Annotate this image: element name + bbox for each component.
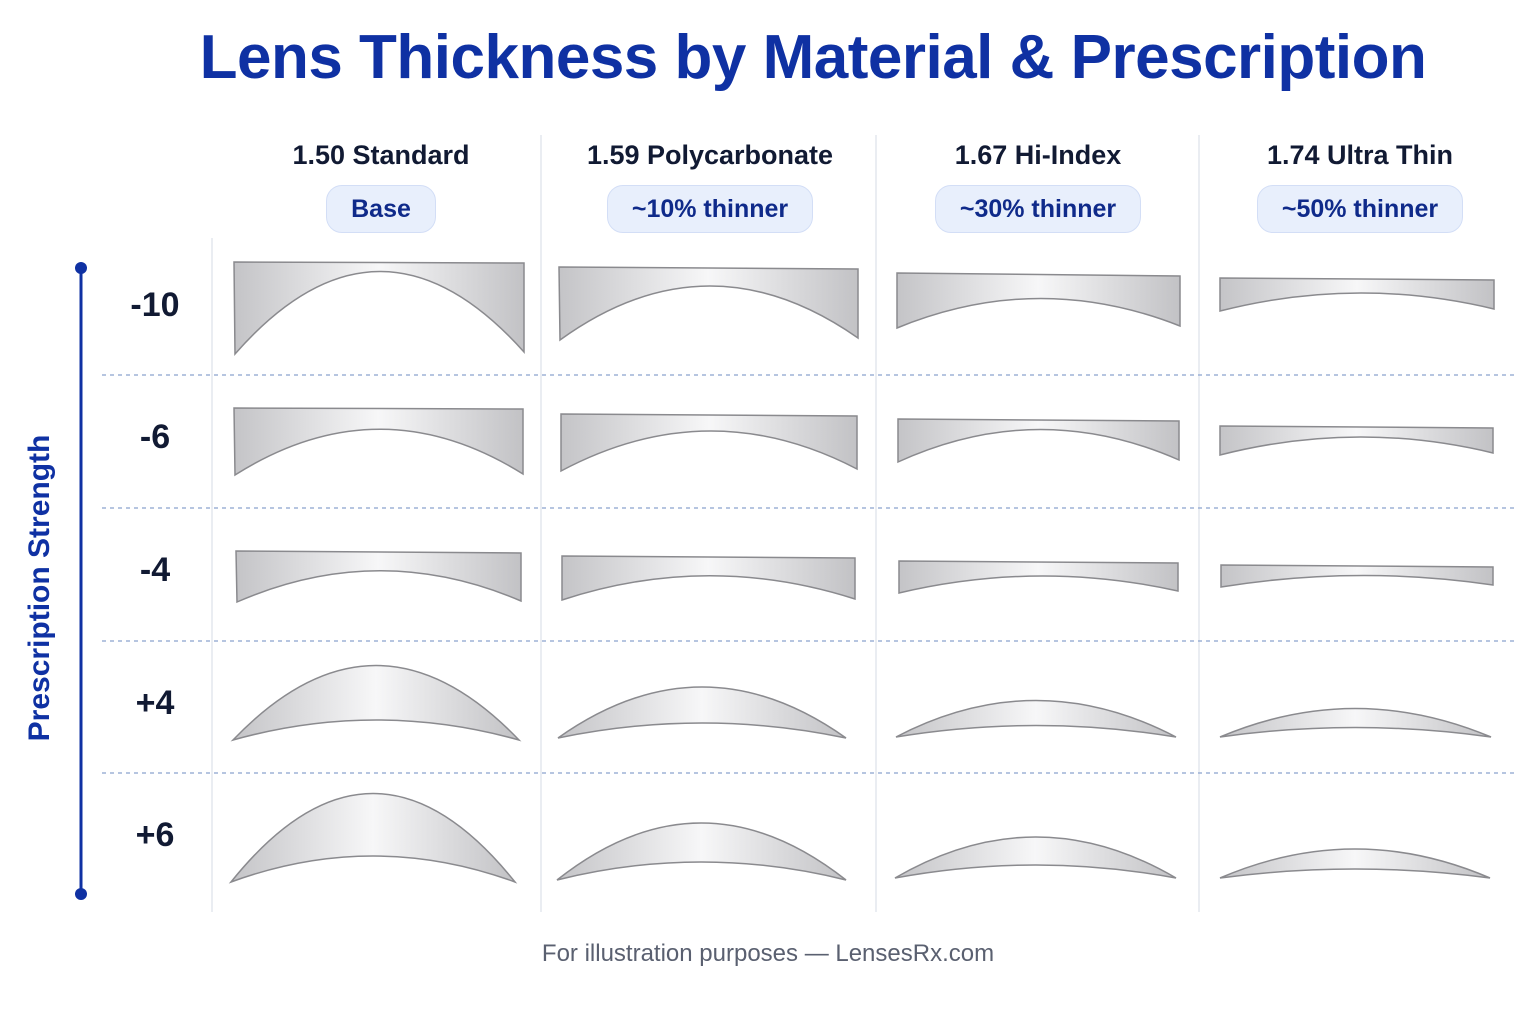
thickness-badge: ~10% thinner [606,185,814,233]
lens-plus6-hi-index [894,836,1177,879]
lens-plus4-ultra-thin [1219,707,1492,738]
lens-minus4-polycarbonate [561,555,856,602]
column-dividers [211,135,1200,912]
axis-title: Prescription Strength [23,434,56,742]
row-dividers [102,374,1518,774]
lens-plus6-polycarbonate [556,822,847,881]
lens-minus6-polycarbonate [560,413,858,473]
column-title: 1.74 Ultra Thin [1266,140,1454,170]
row-label-minus4: -4 [139,551,171,589]
column-header-hi-index: 1.67 Hi-Index ~30% thinner [928,140,1148,233]
lens-minus4-hi-index [898,560,1179,594]
column-title: 1.67 Hi-Index [954,140,1122,170]
lens-minus4-ultra-thin [1220,564,1494,588]
column-header-ultra-thin: 1.74 Ultra Thin ~50% thinner [1250,140,1470,233]
lens-plus4-polycarbonate [557,686,847,739]
page-title: Lens Thickness by Material & Prescriptio… [199,23,1427,92]
lens-minus6-hi-index [897,418,1180,464]
prescription-axis [75,262,87,900]
row-label-minus6: -6 [139,418,171,456]
column-header-standard: 1.50 Standard Base [291,140,471,233]
thickness-badge: Base [326,185,436,233]
row-label-plus4: +4 [135,684,175,722]
lens-minus6-ultra-thin [1219,425,1494,456]
lens-minus10-polycarbonate [558,266,859,342]
footer-note: For illustration purposes — LensesRx.com [541,940,995,967]
lens-minus4-standard [235,550,522,604]
row-label-plus6: +6 [135,816,175,854]
row-label-minus10: -10 [130,286,180,324]
lens-minus10-standard [233,261,525,356]
lens-minus10-hi-index [896,272,1181,330]
thickness-badge: ~30% thinner [934,185,1142,233]
lens-plus6-ultra-thin [1219,848,1491,879]
lens-plus4-hi-index [895,699,1177,738]
lens-plus6-standard [228,792,518,884]
thickness-badge: ~50% thinner [1256,185,1464,233]
lens-minus6-standard [233,407,524,477]
column-title: 1.59 Polycarbonate [586,140,834,170]
column-title: 1.50 Standard [292,140,470,170]
lens-minus10-ultra-thin [1219,277,1495,312]
lens-plus4-standard [230,664,522,742]
column-header-polycarbonate: 1.59 Polycarbonate ~10% thinner [580,140,840,233]
